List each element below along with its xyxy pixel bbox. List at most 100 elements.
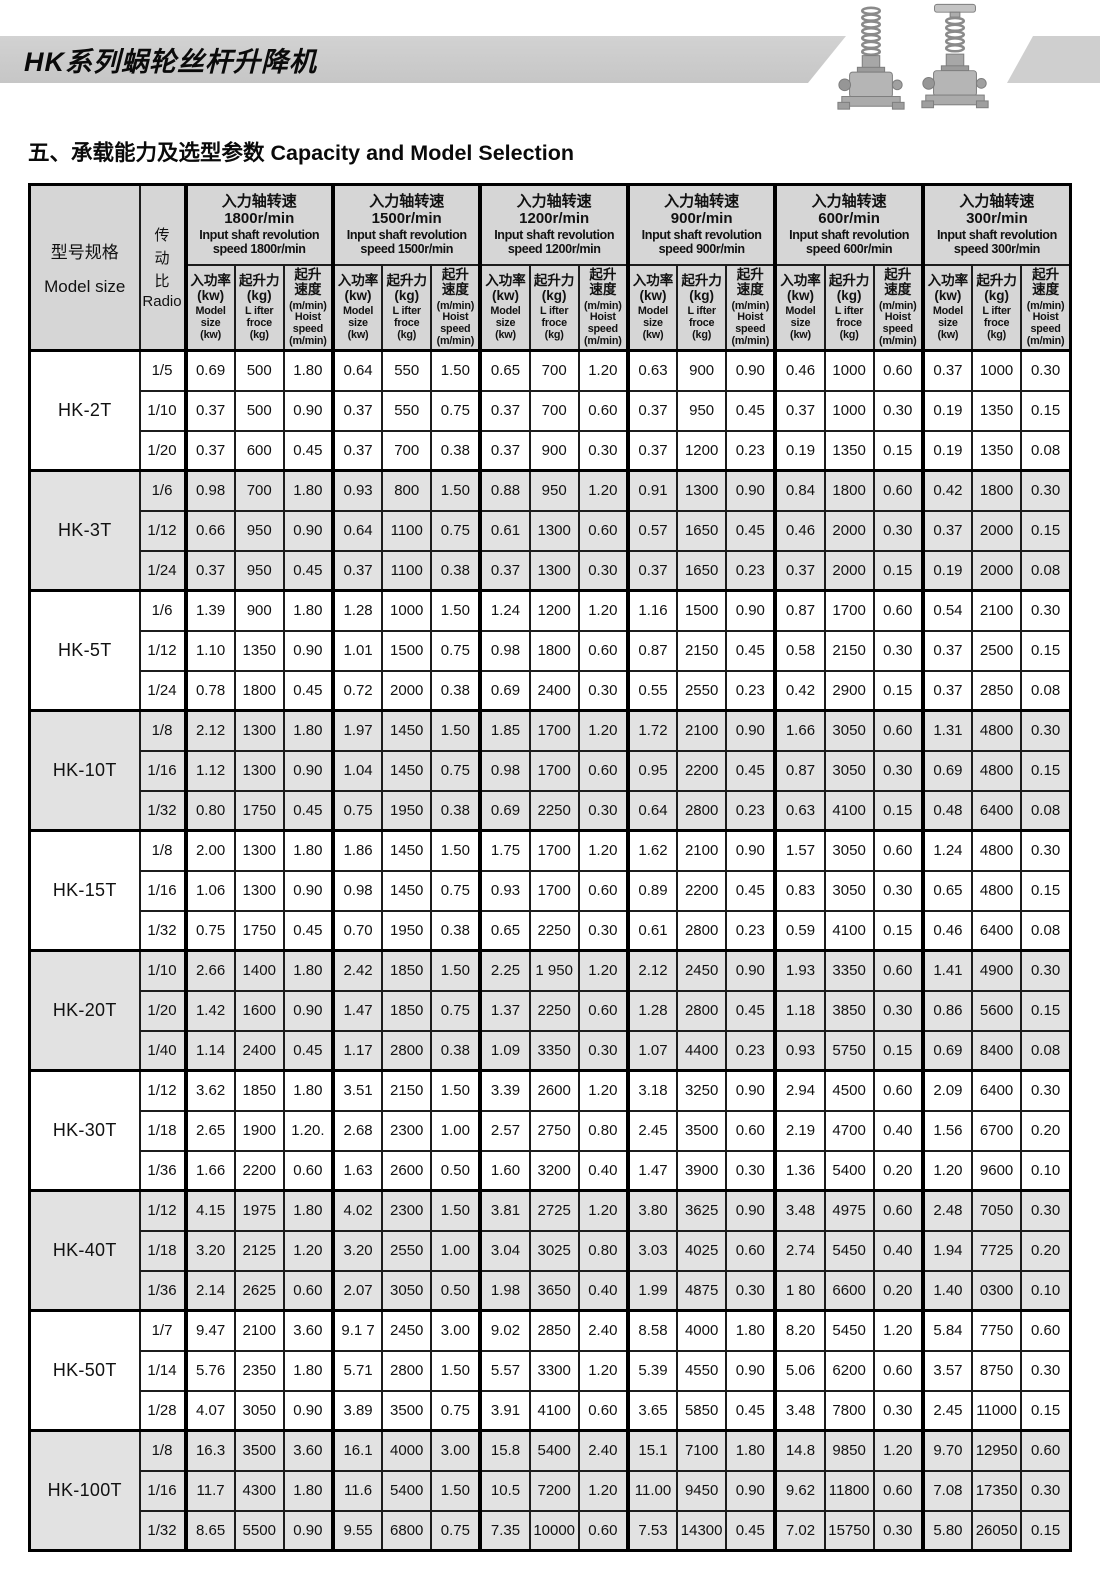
value-cell: 1.07 (625, 1029, 679, 1072)
value-cell: 3050 (823, 829, 875, 872)
value-cell: 0.08 (1020, 789, 1072, 832)
value-cell: 2.45 (920, 1389, 974, 1432)
ratio-cell: 1/8 (138, 709, 187, 752)
value-cell: 0.98 (330, 869, 384, 912)
value-cell: 0.60 (872, 1069, 924, 1112)
value-cell: 5.84 (920, 1309, 974, 1352)
model-cell: HK-2T (28, 349, 141, 472)
table-row: 1/14 5.76 2350 1.80 5.71 2800 1.50 5.57 3300 1.20… (30, 1349, 1072, 1392)
value-cell: 0.37 (183, 429, 236, 472)
value-cell: 0.90 (725, 829, 777, 872)
value-cell: 0.90 (282, 989, 334, 1032)
value-cell: 1.20 (577, 1469, 629, 1512)
value-cell: 0.60 (577, 869, 629, 912)
value-cell: 1300 (233, 749, 285, 792)
value-cell: 11800 (823, 1469, 875, 1512)
table-row: HK-20T 1/10 2.66 1400 1.80 2.42 1850 1.50 2.25 1 … (28, 949, 1072, 1072)
value-cell: 1850 (381, 989, 433, 1032)
value-cell: 7750 (970, 1309, 1023, 1352)
value-cell: 2150 (823, 629, 875, 672)
value-cell: 0.65 (478, 349, 531, 392)
value-cell: 1200 (676, 429, 728, 472)
value-cell: 9.1 7 (330, 1309, 384, 1352)
value-cell: 1300 (233, 829, 285, 872)
ratio-cell: 1/6 (138, 589, 187, 632)
value-cell: 0.30 (577, 429, 629, 472)
value-cell: 0.19 (920, 549, 974, 592)
value-cell: 2100 (676, 709, 728, 752)
value-cell: 0.60 (577, 629, 629, 672)
value-cell: 0.15 (872, 909, 924, 952)
value-cell: 1.72 (625, 709, 679, 752)
ratio-cell: 1/7 (138, 1309, 187, 1352)
value-cell: 2.42 (330, 949, 384, 992)
sub-column-header: 起升力 (kg) L ifter froce (kg) (233, 263, 285, 352)
ratio-cell: 1/10 (138, 949, 187, 992)
value-cell: 1.80 (282, 709, 334, 752)
value-cell: 2.40 (577, 1429, 629, 1472)
value-cell: 0.10 (1020, 1269, 1072, 1312)
ratio-cell: 1/14 (138, 1349, 187, 1392)
value-cell: 0.80 (577, 1109, 629, 1152)
value-cell: 2200 (233, 1149, 285, 1192)
value-cell: 0.95 (625, 749, 679, 792)
value-cell: 5.80 (920, 1509, 974, 1552)
value-cell: 700 (528, 349, 580, 392)
value-cell: 0.60 (872, 589, 924, 632)
value-cell: 5750 (823, 1029, 875, 1072)
value-cell: 1.18 (773, 989, 826, 1032)
value-cell: 0.37 (330, 549, 384, 592)
value-cell: 4800 (970, 829, 1023, 872)
value-cell: 0.15 (1020, 1389, 1072, 1432)
value-cell: 4800 (970, 749, 1023, 792)
value-cell: 0.37 (478, 429, 531, 472)
ratio-cell: 1/32 (138, 909, 187, 952)
table-row: 1/10 0.37 500 0.90 0.37 550 0.75 0.37 700 0.60 0.3… (30, 389, 1072, 432)
value-cell: 5400 (823, 1149, 875, 1192)
value-cell: 0.80 (577, 1229, 629, 1272)
value-cell: 0.15 (1020, 389, 1072, 432)
value-cell: 4.07 (183, 1389, 236, 1432)
value-cell: 0.37 (920, 629, 974, 672)
sub-column-header: 入功率 (kw) Model size (kw) (478, 263, 531, 352)
value-cell: 9850 (823, 1429, 875, 1472)
model-cell: HK-3T (28, 469, 141, 592)
value-cell: 1.80 (725, 1309, 777, 1352)
table-row: 1/12 0.66 950 0.90 0.64 1100 0.75 0.61 1300 0.60 0… (30, 509, 1072, 552)
value-cell: 0.91 (625, 469, 679, 512)
value-cell: 0.40 (872, 1109, 924, 1152)
value-cell: 2.40 (577, 1309, 629, 1352)
table-row: 1/36 2.14 2625 0.60 2.07 3050 0.50 1.98 3650 0.40… (30, 1269, 1072, 1312)
value-cell: 0.30 (1020, 829, 1072, 872)
ratio-cell: 1/20 (138, 989, 187, 1032)
value-cell: 950 (233, 549, 285, 592)
model-cell: HK-30T (28, 1069, 141, 1192)
value-cell: 0.93 (478, 869, 531, 912)
value-cell: 2150 (676, 629, 728, 672)
value-cell: 1.50 (430, 829, 482, 872)
value-cell: 0.60 (872, 1349, 924, 1392)
value-cell: 0.30 (1020, 349, 1072, 392)
value-cell: 9450 (676, 1469, 728, 1512)
value-cell: 0.23 (725, 429, 777, 472)
sub-column-header: 入功率 (kw) Model size (kw) (920, 263, 974, 352)
value-cell: 0.45 (282, 1029, 334, 1072)
value-cell: 1.97 (330, 709, 384, 752)
ratio-cell: 1/24 (138, 549, 187, 592)
value-cell: 2550 (381, 1229, 433, 1272)
ratio-cell: 1/36 (138, 1149, 187, 1192)
value-cell: 14.8 (773, 1429, 826, 1472)
value-cell: 0.38 (430, 1029, 482, 1072)
value-cell: 0.30 (1020, 1469, 1072, 1512)
value-cell: 0.63 (625, 349, 679, 392)
value-cell: 2550 (676, 669, 728, 712)
value-cell: 0.75 (430, 1509, 482, 1552)
value-cell: 5450 (823, 1309, 875, 1352)
value-cell: 3050 (823, 869, 875, 912)
value-cell: 0.42 (773, 669, 826, 712)
value-cell: 2000 (970, 549, 1023, 592)
value-cell: 5.06 (773, 1349, 826, 1392)
value-cell: 0.08 (1020, 429, 1072, 472)
value-cell: 2800 (676, 909, 728, 952)
value-cell: 1.80 (282, 1349, 334, 1392)
